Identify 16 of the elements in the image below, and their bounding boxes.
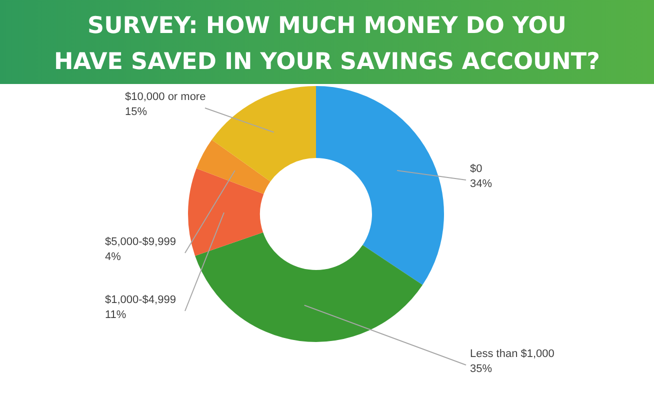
slice-label: $5,000-$9,999 <box>105 236 176 248</box>
slice-label: Less than $1,000 <box>470 348 554 360</box>
donut-slice <box>212 86 316 182</box>
data-label: 15% <box>125 106 148 118</box>
donut-slice <box>188 168 264 256</box>
data-label: 11% <box>105 309 126 321</box>
donut-slice <box>196 140 270 194</box>
slice-label: $0 <box>470 163 482 175</box>
slice-label: $10,000 or more <box>125 91 206 103</box>
data-label: 4% <box>105 251 122 263</box>
donut-slice <box>195 232 423 342</box>
chart-title: SURVEY: HOW MUCH MONEY DO YOU HAVE SAVED IN YOUR SAVINGS ACCOUNT? <box>54 13 600 75</box>
data-label: 35% <box>470 363 492 375</box>
slice-label: $1,000-$4,999 <box>105 294 176 306</box>
data-label: 34% <box>470 178 492 190</box>
donut-slice <box>316 86 444 285</box>
